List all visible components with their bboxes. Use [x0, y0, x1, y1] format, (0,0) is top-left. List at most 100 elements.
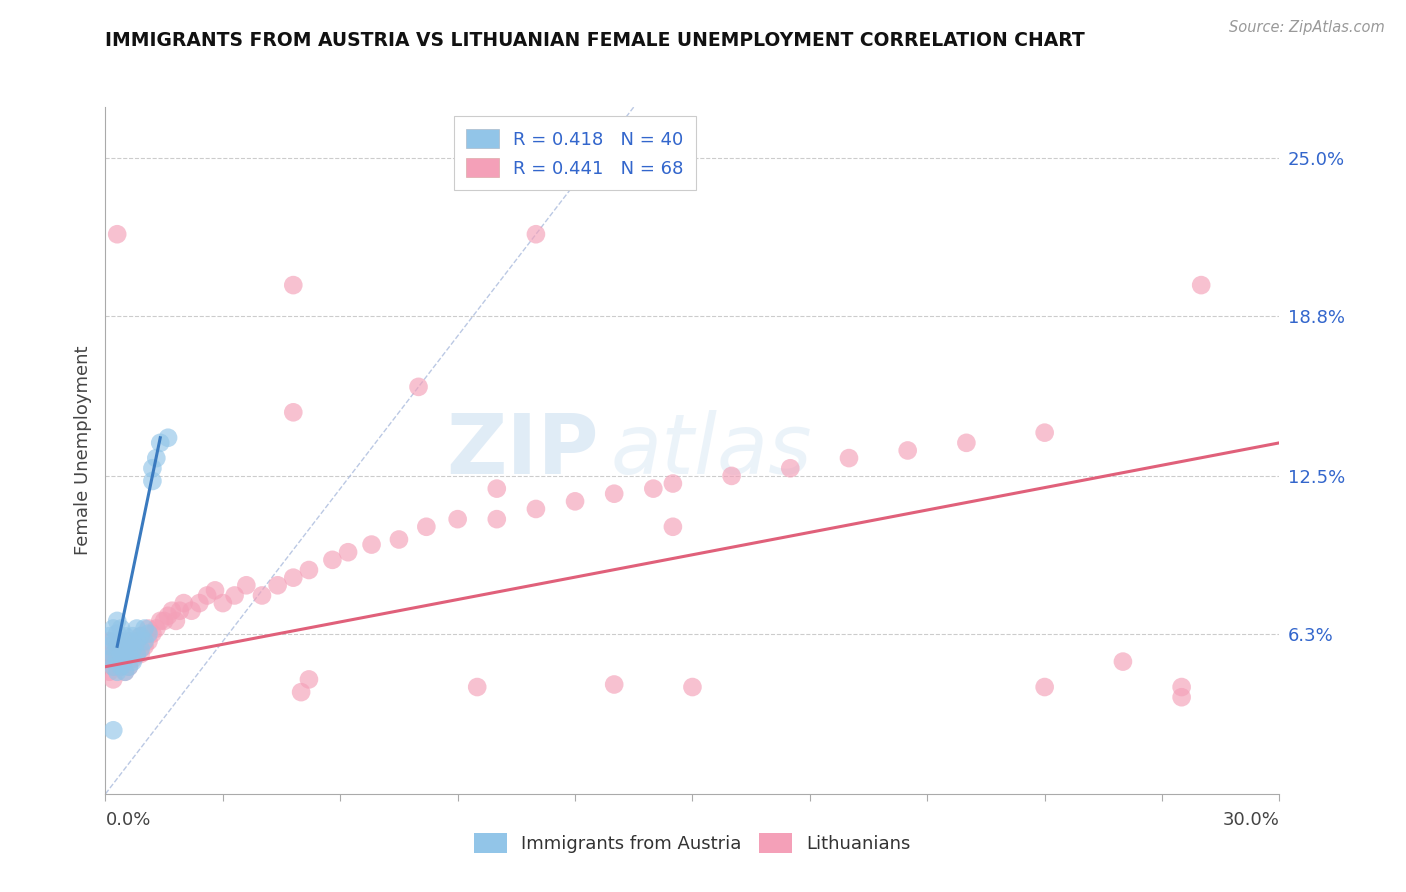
Point	[838, 451, 860, 466]
Point	[110, 622, 132, 636]
Point	[408, 380, 430, 394]
Point	[165, 614, 187, 628]
Point	[141, 461, 163, 475]
Point	[779, 461, 801, 475]
Point	[173, 596, 195, 610]
Point	[110, 647, 132, 661]
Point	[662, 476, 685, 491]
Point	[103, 673, 125, 687]
Point	[446, 512, 468, 526]
Point	[524, 227, 547, 242]
Point	[114, 652, 136, 666]
Legend: Immigrants from Austria, Lithuanians: Immigrants from Austria, Lithuanians	[467, 826, 918, 861]
Point	[720, 469, 742, 483]
Point	[415, 520, 437, 534]
Text: atlas: atlas	[610, 410, 811, 491]
Point	[204, 583, 226, 598]
Point	[283, 405, 305, 419]
Point	[114, 665, 136, 679]
Point	[283, 278, 305, 293]
Point	[1170, 690, 1192, 705]
Point	[121, 641, 143, 656]
Point	[180, 604, 202, 618]
Point	[118, 647, 141, 661]
Point	[388, 533, 411, 547]
Point	[105, 659, 128, 673]
Point	[110, 647, 132, 661]
Point	[114, 641, 136, 656]
Point	[118, 659, 141, 673]
Point	[138, 622, 160, 636]
Point	[134, 640, 156, 654]
Point	[98, 665, 121, 679]
Point	[1170, 680, 1192, 694]
Point	[138, 634, 160, 648]
Point	[149, 435, 172, 450]
Point	[103, 659, 125, 673]
Point	[103, 659, 125, 673]
Point	[485, 482, 508, 496]
Point	[103, 647, 125, 661]
Point	[114, 665, 136, 679]
Point	[118, 659, 141, 673]
Point	[141, 626, 163, 640]
Point	[283, 571, 305, 585]
Point	[188, 596, 211, 610]
Text: Source: ZipAtlas.com: Source: ZipAtlas.com	[1229, 20, 1385, 35]
Text: 30.0%: 30.0%	[1223, 811, 1279, 829]
Point	[235, 578, 257, 592]
Point	[129, 629, 152, 643]
Point	[321, 553, 343, 567]
Point	[110, 634, 132, 648]
Point	[465, 680, 488, 694]
Point	[603, 677, 626, 691]
Point	[195, 589, 218, 603]
Point	[662, 520, 685, 534]
Point	[110, 659, 132, 673]
Point	[125, 622, 148, 636]
Point	[157, 431, 180, 445]
Point	[337, 545, 360, 559]
Point	[129, 647, 152, 661]
Point	[643, 482, 665, 496]
Point	[160, 604, 183, 618]
Point	[955, 435, 977, 450]
Text: 0.0%: 0.0%	[105, 811, 150, 829]
Point	[105, 665, 128, 679]
Point	[1033, 425, 1056, 440]
Point	[98, 640, 121, 654]
Point	[250, 589, 273, 603]
Point	[105, 640, 128, 654]
Point	[129, 629, 152, 643]
Point	[129, 641, 152, 656]
Point	[121, 655, 143, 669]
Point	[125, 647, 148, 661]
Point	[138, 626, 160, 640]
Point	[485, 512, 508, 526]
Point	[169, 604, 191, 618]
Point	[105, 652, 128, 666]
Point	[157, 608, 180, 623]
Point	[211, 596, 233, 610]
Point	[298, 673, 321, 687]
Point	[118, 634, 141, 648]
Point	[145, 622, 167, 636]
Point	[121, 629, 143, 643]
Point	[149, 614, 172, 628]
Point	[153, 614, 176, 628]
Point	[110, 634, 132, 648]
Point	[103, 634, 125, 648]
Point	[141, 474, 163, 488]
Point	[103, 622, 125, 636]
Point	[110, 659, 132, 673]
Point	[224, 589, 246, 603]
Point	[98, 629, 121, 643]
Point	[1033, 680, 1056, 694]
Point	[105, 640, 128, 654]
Point	[98, 652, 121, 666]
Point	[1112, 655, 1135, 669]
Point	[897, 443, 920, 458]
Point	[114, 640, 136, 654]
Point	[118, 634, 141, 648]
Text: ZIP: ZIP	[446, 410, 599, 491]
